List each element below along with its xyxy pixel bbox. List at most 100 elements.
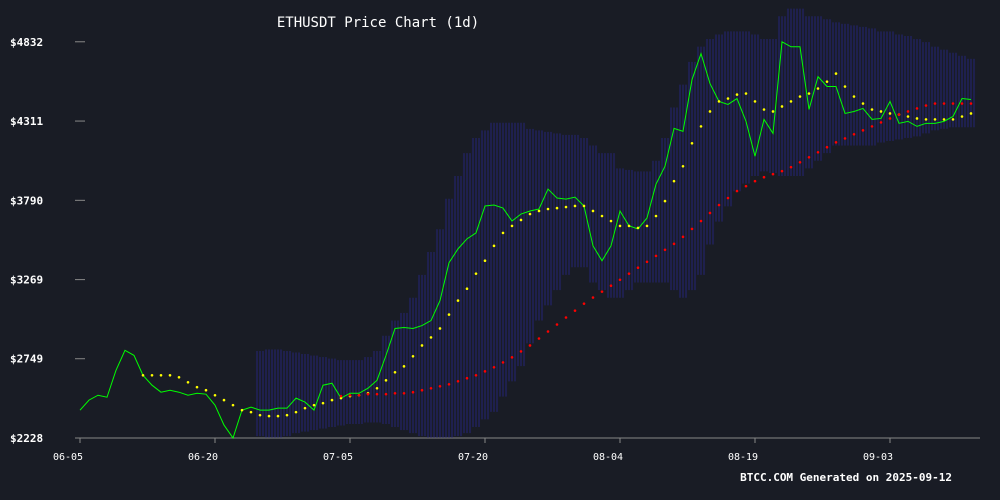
ma-dot [501, 231, 505, 235]
ma-dot [483, 259, 487, 263]
band-segment [418, 274, 426, 437]
ma-dot [339, 396, 343, 400]
ma-dot [195, 385, 199, 389]
ma-dot [762, 108, 766, 111]
ma-dot [924, 104, 928, 107]
band-segment [886, 31, 894, 141]
band-segment [787, 8, 795, 176]
ma-dot [609, 284, 613, 287]
band-segment [859, 26, 867, 146]
band-segment [697, 46, 705, 275]
band-segment [526, 128, 534, 344]
band-segment [895, 34, 903, 140]
band-segment [274, 349, 282, 438]
ma-dot [879, 121, 883, 124]
band-segment [688, 61, 696, 291]
band-segment [868, 28, 876, 146]
band-segment [679, 84, 687, 298]
ma-dot [960, 115, 964, 118]
ma-dot [447, 313, 451, 316]
band-segment [490, 122, 498, 412]
band-segment [463, 153, 471, 434]
band-segment [265, 349, 273, 438]
ma-dot [402, 365, 406, 368]
ma-dot [438, 327, 442, 330]
ma-dot [681, 235, 685, 239]
ma-dot [555, 323, 559, 326]
ma-dot [870, 125, 874, 128]
ma-dot [852, 132, 856, 136]
ma-dot [951, 118, 955, 121]
ma-dot [906, 115, 910, 118]
band-segment [292, 352, 300, 434]
ma-dot [528, 212, 532, 216]
ma-dot [339, 394, 343, 398]
x-tick-label: 06-20 [188, 452, 218, 463]
ma-dot [798, 160, 802, 164]
ma-dot [645, 260, 649, 264]
band-segment [346, 360, 354, 425]
band-segment [481, 130, 489, 420]
ma-dot [249, 410, 253, 414]
ma-dot [456, 379, 460, 383]
footer: BTCC.COM Generated on 2025-09-12 [740, 471, 952, 484]
ma-dot [519, 218, 523, 222]
ma-dot [825, 145, 829, 149]
ma-dot [717, 203, 721, 207]
ma-dot [699, 219, 703, 223]
band-segment [751, 34, 759, 176]
ma-dot [312, 403, 316, 407]
x-tick-label: 06-05 [53, 452, 83, 463]
ma-dot [834, 72, 838, 75]
x-tick-label: 08-19 [728, 452, 758, 463]
ma-dot [726, 196, 730, 200]
ma-dot [627, 272, 631, 275]
band-segment [544, 131, 552, 306]
ma-dot [582, 204, 586, 208]
ma-dot [267, 414, 271, 418]
band-segment [580, 137, 588, 268]
ma-dot [627, 224, 631, 228]
ma-dot [510, 224, 514, 228]
ma-dot [915, 117, 919, 120]
ma-dot [654, 254, 658, 258]
ma-dot [825, 80, 829, 83]
ma-dot [564, 316, 568, 319]
ma-dot [393, 370, 397, 374]
band-segment [283, 350, 291, 437]
ma-dot [681, 164, 685, 168]
ma-dot [456, 299, 460, 302]
ma-dot [564, 205, 568, 209]
band-segment [472, 137, 480, 428]
ma-dot [888, 112, 892, 115]
ma-dot [951, 102, 955, 105]
ma-dot [393, 391, 397, 395]
band-segment [778, 16, 786, 176]
ma-dot [276, 414, 280, 418]
ma-dot [789, 165, 793, 169]
band-segment [967, 58, 975, 128]
band-segment [391, 320, 399, 428]
ma-dot [960, 102, 964, 105]
ma-dot [663, 199, 667, 203]
ma-dot [411, 354, 415, 358]
y-tick-label: $2228 [10, 432, 43, 445]
ma-dot [321, 401, 325, 405]
ma-dot [501, 361, 505, 364]
ma-dot [798, 95, 802, 98]
ma-dot [375, 392, 379, 396]
ma-dot [933, 102, 937, 105]
ma-dot [816, 87, 820, 90]
ma-dot [429, 386, 433, 390]
ma-dot [843, 85, 847, 88]
y-tick-label: $3790 [10, 194, 43, 207]
band-segment [454, 175, 462, 437]
ma-dot [573, 309, 577, 312]
band-segment [940, 49, 948, 129]
ma-dot [600, 290, 604, 293]
band-segment [670, 107, 678, 291]
ma-dot [384, 379, 388, 382]
ma-dot [609, 219, 613, 223]
ma-dot [420, 388, 424, 392]
ma-dot [465, 376, 469, 380]
